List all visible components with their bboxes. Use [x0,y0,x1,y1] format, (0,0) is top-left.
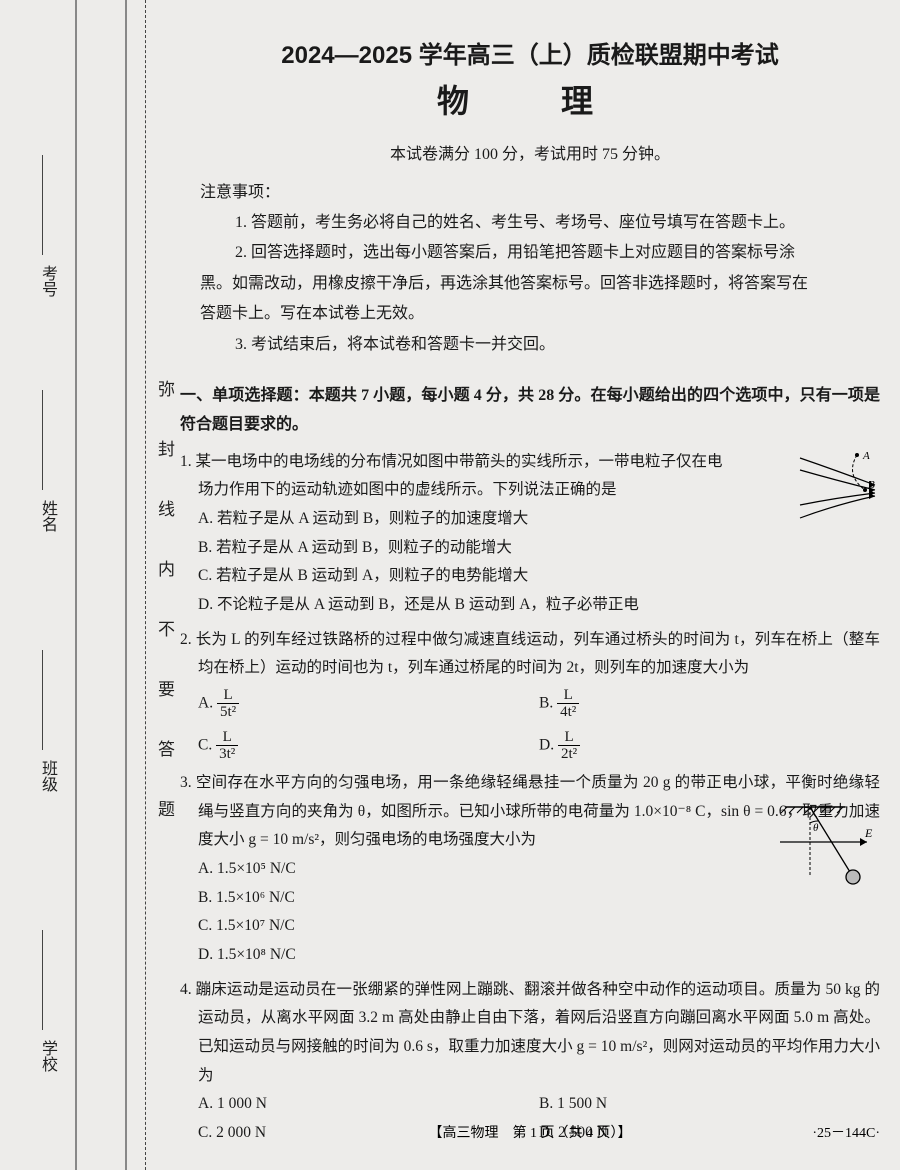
svg-text:B: B [868,479,875,491]
underline-school [42,930,43,1030]
question-1: A B 1. 某一电场中的电场线的分布情况如图中带箭头的实线所示，一带电粒子仅在… [180,448,880,620]
main-content: 2024—2025 学年高三（上）质检联盟期中考试 物 理 本试卷满分 100 … [180,35,880,1154]
q4-optA: A. 1 000 N [198,1090,539,1119]
footer-center: 【高三物理 第 1 页（共 4 页）】 [290,1122,770,1142]
q2-optC: C. L3t² [198,729,539,763]
label-name: 姓名 [35,500,59,532]
q4-optB: B. 1 500 N [539,1090,880,1119]
exam-subject: 物 理 [180,76,880,122]
label-class: 班级 [35,760,59,792]
label-school: 学校 [35,1040,59,1072]
underline-name [42,390,43,490]
q3-optD: D. 1.5×10⁸ N/C [198,941,880,970]
underline-class [42,650,43,750]
svg-text:E: E [864,826,873,840]
q1-optA: A. 若粒子是从 A 运动到 B，则粒子的加速度增大 [198,505,880,534]
section-1-header: 一、单项选择题：本题共 7 小题，每小题 4 分，共 28 分。在每小题给出的四… [180,382,880,440]
binding-fold-left [75,0,77,1170]
question-3: θ E 3. 空间存在水平方向的匀强电场，用一条绝缘轻绳悬挂一个质量为 20 g… [180,769,880,970]
q1-figure: A B [795,450,880,525]
svg-text:A: A [862,450,870,462]
question-2: 2. 长为 L 的列车经过铁路桥的过程中做匀减速直线运动，列车通过桥头的时间为 … [180,626,880,763]
q2-optB: B. L4t² [539,687,880,721]
notice-1: 1. 答题前，考生务必将自己的姓名、考生号、考场号、座位号填写在答题卡上。 [235,208,865,238]
page-footer: 【高三物理 第 1 页（共 4 页）】 ·25－144C· [180,1122,880,1142]
label-number: 考号 [35,265,59,297]
notice-2a: 2. 回答选择题时，选出每小题答案后，用铅笔把答题卡上对应题目的答案标号涂 [235,238,865,268]
notice-2b: 黑。如需改动，用橡皮擦干净后，再选涂其他答案标号。回答非选择题时，将答案写在 [200,269,865,299]
q2-optA: A. L5t² [198,687,539,721]
seal-text: 弥 封 线 内 不 要 答 题 [152,380,177,829]
exam-page: 弥 封 线 内 不 要 答 题 学校 班级 姓名 考号 2024—2025 学年… [0,0,900,1170]
q2-optD: D. L2t² [539,729,880,763]
q4-stem: 4. 蹦床运动是运动员在一张绷紧的弹性网上蹦跳、翻滚并做各种空中动作的运动项目。… [180,976,880,1091]
seal-dashed-line [145,0,146,1170]
svg-text:θ: θ [813,822,819,834]
q1-optC: C. 若粒子是从 B 运动到 A，则粒子的电势能增大 [198,562,880,591]
exam-info: 本试卷满分 100 分，考试用时 75 分钟。 [180,140,880,164]
underline-number [42,155,43,255]
exam-title-line1: 2024—2025 学年高三（上）质检联盟期中考试 [180,35,880,70]
notice-2c: 答题卡上。写在本试卷上无效。 [200,299,865,329]
q2-stem: 2. 长为 L 的列车经过铁路桥的过程中做匀减速直线运动，列车通过桥头的时间为 … [180,626,880,683]
notice-3: 3. 考试结束后，将本试卷和答题卡一并交回。 [235,330,865,360]
q1-stem2: 场力作用下的运动轨迹如图中的虚线所示。下列说法正确的是 [180,476,880,505]
footer-right: ·25－144C· [770,1122,880,1142]
q1-optB: B. 若粒子是从 A 运动到 B，则粒子的动能增大 [198,534,880,563]
q3-figure: θ E [775,797,875,897]
q1-stem1: 1. 某一电场中的电场线的分布情况如图中带箭头的实线所示，一带电粒子仅在电 [180,448,880,477]
binding-fold-right [125,0,127,1170]
notice-header: 注意事项： [200,178,880,202]
q1-optD: D. 不论粒子是从 A 运动到 B，还是从 B 运动到 A，粒子必带正电 [198,591,880,620]
q3-optC: C. 1.5×10⁷ N/C [198,912,880,941]
